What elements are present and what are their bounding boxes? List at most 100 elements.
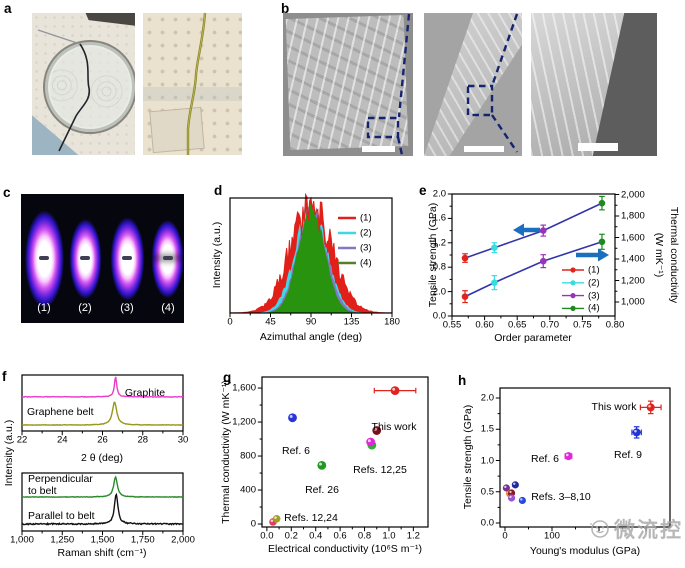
- watermark-text: 微流控: [614, 519, 683, 542]
- saxs-label-4: (4): [161, 302, 175, 314]
- tick-label: 135: [343, 316, 360, 328]
- sem-belt-diagonal: [424, 13, 522, 156]
- legend-item-d: (1): [360, 212, 372, 224]
- photo-petri-dish: [32, 13, 135, 155]
- saxs-label-1: (1): [37, 302, 51, 314]
- tick-label: 1,600: [621, 232, 645, 243]
- axis-label-h-y: Tensile strength (GPa): [462, 404, 474, 510]
- tick-label: 1,400: [621, 253, 645, 265]
- tick-label: 2.0: [480, 392, 494, 404]
- trace-label-graphite: Graphite: [124, 387, 166, 399]
- scale-bar: [578, 143, 618, 151]
- axis-label-d-x: Azimuthal angle (deg): [259, 331, 363, 343]
- tick-label: 400: [240, 484, 256, 496]
- axis-label-g-x: Electrical conductivity (10⁶S m⁻¹): [268, 543, 422, 555]
- legend-item-e: (2): [588, 277, 600, 289]
- beamstop-3: [122, 256, 132, 260]
- tick-label: 90: [305, 316, 317, 328]
- tick-label: 1,800: [621, 210, 645, 222]
- sem-image-3: [531, 13, 657, 156]
- paper-crease: [143, 87, 242, 101]
- tick-label: 1.0: [480, 455, 494, 466]
- saxs-label-2: (2): [78, 302, 92, 314]
- tick-label: 2,000: [621, 189, 645, 200]
- panel-letter-b: b: [281, 1, 290, 16]
- sem-background-void: [592, 13, 657, 156]
- tick-label: 0.70: [540, 319, 560, 331]
- tick-label: 1.5: [480, 423, 494, 435]
- tick-label: 2.0: [432, 188, 446, 200]
- panel-letter-c: c: [3, 185, 11, 200]
- axis-label-d-y: Intensity (a.u.): [211, 221, 223, 289]
- tick-label: 180: [384, 316, 400, 328]
- axis-label-fbot-x: Raman shift (cm⁻¹): [57, 547, 147, 559]
- tick-label: 30: [177, 434, 189, 446]
- annotation-g: Refs. 12,25: [353, 464, 407, 476]
- sem-belt-sheet: [285, 14, 409, 151]
- tick-label: 0: [250, 518, 256, 530]
- tick-label: 0.80: [605, 319, 625, 331]
- trace-label-perpendicular: Perpendicular to belt: [28, 473, 93, 497]
- axis-label-e-y-left: Tensile strength (GPa): [427, 202, 439, 308]
- scale-bar: [362, 146, 395, 152]
- trace-label-parallel: Parallel to belt: [28, 510, 95, 522]
- axis-label-h-x: Young's modulus (GPa): [529, 545, 641, 557]
- axis-label-e-x: Order parameter: [494, 332, 572, 344]
- tick-label: 45: [265, 316, 276, 328]
- trace-label-graphene-belt: Graphene belt: [27, 406, 94, 418]
- watermark-smiley-icon: [590, 520, 609, 538]
- panel-letter-h: h: [458, 373, 467, 388]
- axis-label-e-y-right-2: (W mK⁻¹): [653, 232, 665, 278]
- photo-graphene-belt: [143, 13, 242, 155]
- legend-item-e: (1): [588, 264, 600, 276]
- tick-label: 1.2: [406, 530, 420, 542]
- annotation-g: Ref. 26: [305, 484, 339, 496]
- panel-letter-e: e: [419, 183, 427, 198]
- tick-label: 0.55: [442, 319, 462, 331]
- panel-letter-a: a: [4, 1, 12, 16]
- tick-label: 1,750: [130, 534, 155, 546]
- annotation-g: Ref. 6: [281, 445, 311, 457]
- tick-label: 28: [137, 434, 149, 446]
- tick-label: 0.4: [309, 530, 323, 542]
- axis-label-f-y: Intensity (a.u.): [3, 419, 15, 487]
- panel-letter-f: f: [2, 369, 7, 384]
- tick-label: 0: [502, 530, 508, 542]
- tick-label: 0.5: [480, 486, 494, 498]
- tick-label: 2,000: [171, 534, 195, 546]
- panel-letter-d: d: [214, 183, 223, 198]
- tick-label: 0.75: [573, 319, 592, 331]
- sem-image-1: [283, 13, 413, 156]
- annotation-g: Refs. 12,24: [284, 512, 338, 524]
- axis-label-ftop-x: 2 θ (deg): [80, 452, 124, 464]
- tick-label: 24: [56, 434, 68, 446]
- annotation-h: This work: [591, 401, 637, 413]
- panel-letter-g: g: [223, 370, 232, 385]
- tick-label: 1,200: [232, 416, 256, 428]
- annotation-h: Ref. 9: [613, 449, 643, 461]
- annotation-h: Ref. 6: [530, 453, 560, 465]
- sem-image-2: [424, 13, 522, 156]
- tick-label: 1,600: [232, 382, 256, 394]
- tick-label: 1,200: [621, 275, 645, 286]
- tick-label: 1,250: [50, 534, 75, 546]
- beamstop-2: [80, 256, 90, 260]
- tick-label: 0: [227, 316, 233, 328]
- legend-item-d: (4): [360, 257, 372, 269]
- annotation-g: This work: [371, 421, 417, 433]
- legend-item-e: (3): [588, 290, 600, 302]
- tick-label: 1,000: [10, 534, 34, 546]
- legend-item-e: (4): [588, 302, 600, 314]
- tick-label: 0.65: [507, 319, 527, 331]
- petri-dish: [43, 40, 135, 134]
- annotation-h: Refs. 3–8,10: [531, 491, 591, 503]
- beamstop-1: [39, 256, 49, 260]
- scale-bar: [464, 146, 504, 152]
- tick-label: 1,000: [621, 296, 645, 308]
- tick-label: 0.8: [357, 530, 372, 542]
- tick-label: 26: [97, 434, 108, 446]
- tick-label: 0.0: [260, 530, 274, 542]
- tick-label: 1,500: [90, 534, 115, 546]
- legend-item-d: (2): [360, 227, 372, 239]
